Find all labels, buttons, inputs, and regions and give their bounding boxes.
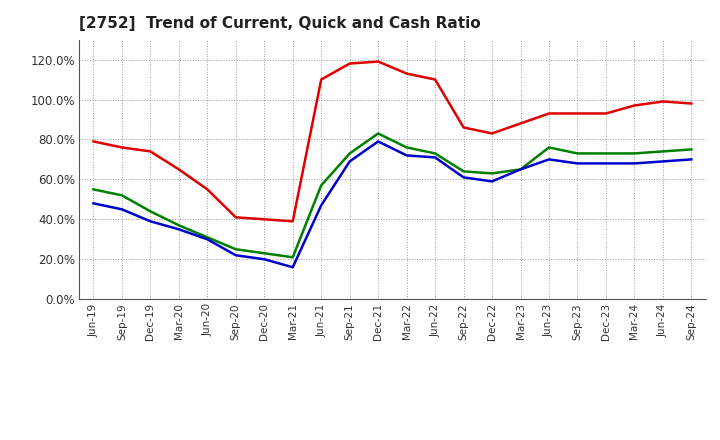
- Quick Ratio: [459, 169, 468, 174]
- Cash Ratio: [630, 161, 639, 166]
- Line: Cash Ratio: Cash Ratio: [94, 141, 691, 267]
- Quick Ratio: [346, 151, 354, 156]
- Quick Ratio: [545, 145, 554, 150]
- Cash Ratio: [487, 179, 496, 184]
- Current Ratio: [260, 216, 269, 222]
- Quick Ratio: [402, 145, 411, 150]
- Current Ratio: [346, 61, 354, 66]
- Current Ratio: [659, 99, 667, 104]
- Current Ratio: [687, 101, 696, 106]
- Cash Ratio: [602, 161, 611, 166]
- Quick Ratio: [630, 151, 639, 156]
- Quick Ratio: [487, 171, 496, 176]
- Cash Ratio: [203, 237, 212, 242]
- Current Ratio: [374, 59, 382, 64]
- Cash Ratio: [346, 159, 354, 164]
- Current Ratio: [602, 111, 611, 116]
- Text: [2752]  Trend of Current, Quick and Cash Ratio: [2752] Trend of Current, Quick and Cash …: [79, 16, 481, 32]
- Cash Ratio: [374, 139, 382, 144]
- Quick Ratio: [317, 183, 325, 188]
- Cash Ratio: [89, 201, 98, 206]
- Current Ratio: [431, 77, 439, 82]
- Cash Ratio: [146, 219, 155, 224]
- Current Ratio: [174, 167, 183, 172]
- Cash Ratio: [232, 253, 240, 258]
- Quick Ratio: [260, 251, 269, 256]
- Cash Ratio: [402, 153, 411, 158]
- Current Ratio: [317, 77, 325, 82]
- Current Ratio: [487, 131, 496, 136]
- Cash Ratio: [545, 157, 554, 162]
- Current Ratio: [289, 219, 297, 224]
- Current Ratio: [89, 139, 98, 144]
- Cash Ratio: [659, 159, 667, 164]
- Quick Ratio: [289, 255, 297, 260]
- Current Ratio: [203, 187, 212, 192]
- Line: Quick Ratio: Quick Ratio: [94, 133, 691, 257]
- Cash Ratio: [459, 175, 468, 180]
- Current Ratio: [630, 103, 639, 108]
- Quick Ratio: [89, 187, 98, 192]
- Current Ratio: [545, 111, 554, 116]
- Cash Ratio: [573, 161, 582, 166]
- Quick Ratio: [232, 247, 240, 252]
- Current Ratio: [459, 125, 468, 130]
- Quick Ratio: [146, 209, 155, 214]
- Current Ratio: [146, 149, 155, 154]
- Quick Ratio: [659, 149, 667, 154]
- Quick Ratio: [374, 131, 382, 136]
- Quick Ratio: [516, 167, 525, 172]
- Cash Ratio: [431, 155, 439, 160]
- Cash Ratio: [289, 264, 297, 270]
- Line: Current Ratio: Current Ratio: [94, 62, 691, 221]
- Current Ratio: [573, 111, 582, 116]
- Quick Ratio: [174, 223, 183, 228]
- Current Ratio: [117, 145, 126, 150]
- Quick Ratio: [602, 151, 611, 156]
- Current Ratio: [232, 215, 240, 220]
- Cash Ratio: [687, 157, 696, 162]
- Cash Ratio: [117, 207, 126, 212]
- Cash Ratio: [317, 203, 325, 208]
- Quick Ratio: [117, 193, 126, 198]
- Cash Ratio: [174, 227, 183, 232]
- Current Ratio: [402, 71, 411, 76]
- Quick Ratio: [203, 235, 212, 240]
- Cash Ratio: [260, 257, 269, 262]
- Quick Ratio: [687, 147, 696, 152]
- Cash Ratio: [516, 167, 525, 172]
- Quick Ratio: [573, 151, 582, 156]
- Current Ratio: [516, 121, 525, 126]
- Quick Ratio: [431, 151, 439, 156]
